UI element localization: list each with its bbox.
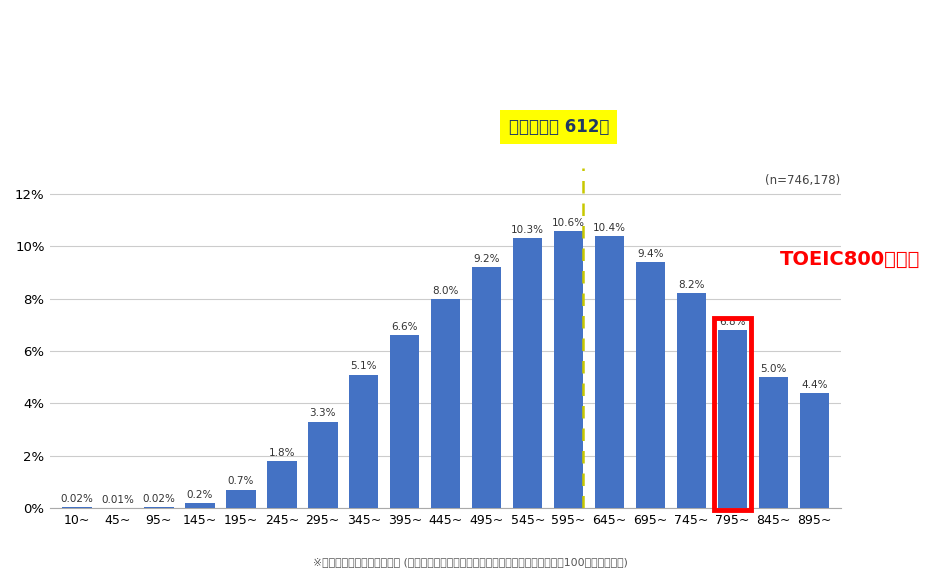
Bar <box>431 299 461 508</box>
Text: 0.02%: 0.02% <box>60 494 93 504</box>
Bar <box>513 238 542 508</box>
Text: Totalスコアの分布: Totalスコアの分布 <box>83 41 224 62</box>
Text: 平均スコア 612点: 平均スコア 612点 <box>509 118 609 136</box>
Bar <box>759 377 789 508</box>
Text: 6.6%: 6.6% <box>391 322 418 332</box>
Bar <box>718 330 747 508</box>
Bar <box>349 374 379 508</box>
Bar <box>308 422 337 508</box>
Text: 5.1%: 5.1% <box>351 361 377 372</box>
Text: (n=746,178): (n=746,178) <box>765 174 840 188</box>
Bar <box>226 490 256 508</box>
Text: 10.6%: 10.6% <box>552 218 586 227</box>
Bar <box>595 236 624 508</box>
Text: 0.01%: 0.01% <box>102 495 134 504</box>
Bar <box>185 503 214 508</box>
Text: 5.0%: 5.0% <box>760 364 787 374</box>
Text: 8.0%: 8.0% <box>432 286 459 295</box>
Bar <box>800 393 829 508</box>
Bar <box>267 461 296 508</box>
Text: 0.2%: 0.2% <box>187 490 213 499</box>
Text: 10.4%: 10.4% <box>593 223 626 233</box>
Text: 0.7%: 0.7% <box>227 477 254 486</box>
Text: TOEIC800の位置: TOEIC800の位置 <box>780 250 920 269</box>
Text: 4.4%: 4.4% <box>802 380 828 390</box>
Bar <box>635 262 666 508</box>
Text: 3.3%: 3.3% <box>309 409 336 418</box>
Bar <box>554 231 584 508</box>
Text: 8.2%: 8.2% <box>679 280 705 290</box>
Bar <box>390 335 419 508</box>
Text: 9.4%: 9.4% <box>637 249 664 259</box>
Text: 1.8%: 1.8% <box>269 447 295 458</box>
Bar <box>472 267 501 508</box>
Text: 0.02%: 0.02% <box>142 494 175 504</box>
Text: 9.2%: 9.2% <box>474 254 500 264</box>
Bar <box>677 294 706 508</box>
Text: ※棒グラフ上の数字は構成比 (構成比は四捨五入しているため、合計しても必ずしも100とはならない): ※棒グラフ上の数字は構成比 (構成比は四捨五入しているため、合計しても必ずしも1… <box>313 557 627 567</box>
Text: 10.3%: 10.3% <box>511 225 544 235</box>
Text: 6.8%: 6.8% <box>719 317 745 327</box>
